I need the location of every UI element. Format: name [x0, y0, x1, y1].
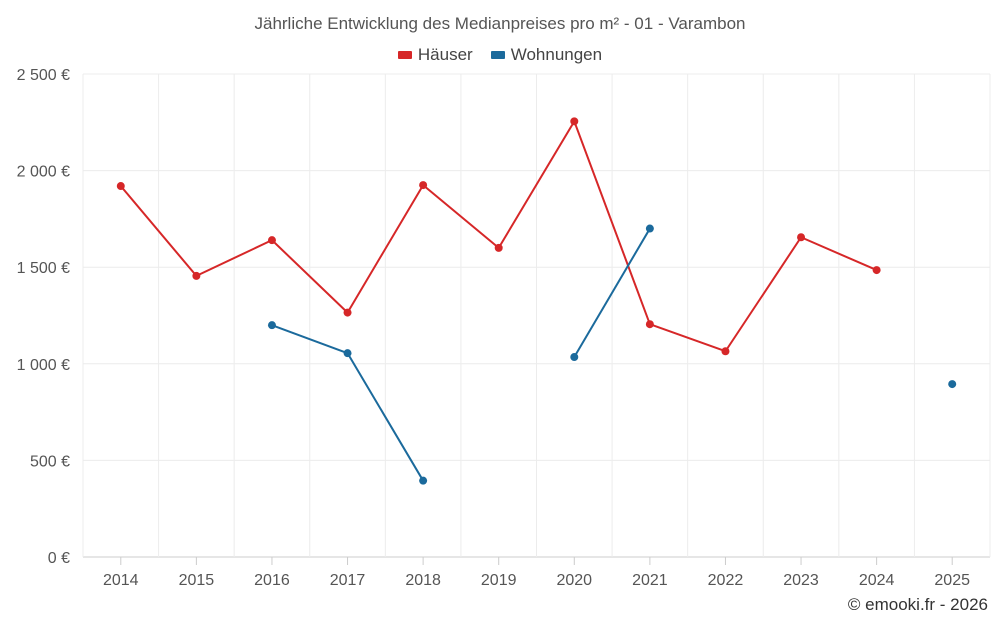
y-tick-label: 0 €: [48, 550, 70, 567]
y-tick-label: 1 500 €: [17, 260, 70, 277]
data-point-haeuser: [419, 181, 428, 190]
x-tick-label: 2015: [179, 572, 215, 589]
legend-swatch-wohnungen: [490, 51, 505, 59]
x-tick-label: 2023: [783, 572, 819, 589]
data-point-wohnungen: [419, 476, 428, 485]
data-point-wohnungen: [645, 224, 654, 233]
legend: Häuser Wohnungen: [0, 45, 1000, 65]
legend-item-haeuser[interactable]: Häuser: [397, 45, 473, 65]
data-point-haeuser: [872, 266, 881, 275]
legend-label-wohnungen: Wohnungen: [510, 45, 603, 64]
data-point-haeuser: [192, 271, 201, 280]
y-tick-label: 1 000 €: [17, 357, 70, 374]
data-point-wohnungen: [343, 349, 352, 358]
x-tick-label: 2024: [859, 572, 895, 589]
data-point-haeuser: [267, 236, 276, 245]
legend-swatch-haeuser: [397, 51, 412, 59]
x-tick-label: 2021: [632, 572, 668, 589]
data-point-wohnungen: [570, 353, 579, 362]
y-tick-label: 2 000 €: [17, 164, 70, 181]
x-tick-label: 2014: [103, 572, 139, 589]
data-point-wohnungen: [948, 380, 957, 389]
data-point-haeuser: [116, 182, 125, 191]
data-point-haeuser: [645, 320, 654, 329]
chart-title: Jährliche Entwicklung des Medianpreises …: [254, 14, 746, 33]
x-tick-label: 2016: [254, 572, 290, 589]
y-tick-label: 2 500 €: [17, 67, 70, 84]
data-point-haeuser: [721, 347, 730, 356]
x-tick-label: 2022: [708, 572, 744, 589]
series-line-wohnungen: [271, 324, 424, 482]
y-tick-label: 500 €: [30, 453, 70, 470]
data-point-haeuser: [797, 233, 806, 242]
legend-item-wohnungen[interactable]: Wohnungen: [490, 45, 603, 65]
series-line-wohnungen: [573, 228, 651, 358]
credits: © emooki.fr - 2026: [847, 595, 988, 614]
x-tick-label: 2025: [934, 572, 970, 589]
legend-label-haeuser: Häuser: [417, 45, 473, 64]
data-point-haeuser: [343, 308, 352, 317]
x-tick-label: 2020: [556, 572, 592, 589]
x-tick-label: 2018: [405, 572, 441, 589]
data-point-wohnungen: [267, 321, 276, 330]
data-point-haeuser: [494, 243, 503, 252]
x-tick-label: 2017: [330, 572, 366, 589]
x-tick-label: 2019: [481, 572, 517, 589]
data-point-haeuser: [570, 117, 579, 126]
